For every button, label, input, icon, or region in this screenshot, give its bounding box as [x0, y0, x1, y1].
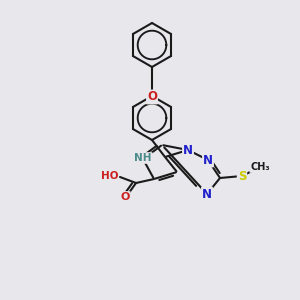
Text: N: N — [203, 154, 213, 166]
Text: CH₃: CH₃ — [250, 162, 270, 172]
Text: N: N — [202, 188, 212, 200]
Text: S: S — [238, 169, 246, 182]
Text: HO: HO — [100, 171, 118, 181]
Text: O: O — [147, 91, 157, 103]
Text: O: O — [120, 192, 130, 202]
Text: N: N — [183, 143, 193, 157]
Text: NH: NH — [134, 153, 152, 163]
